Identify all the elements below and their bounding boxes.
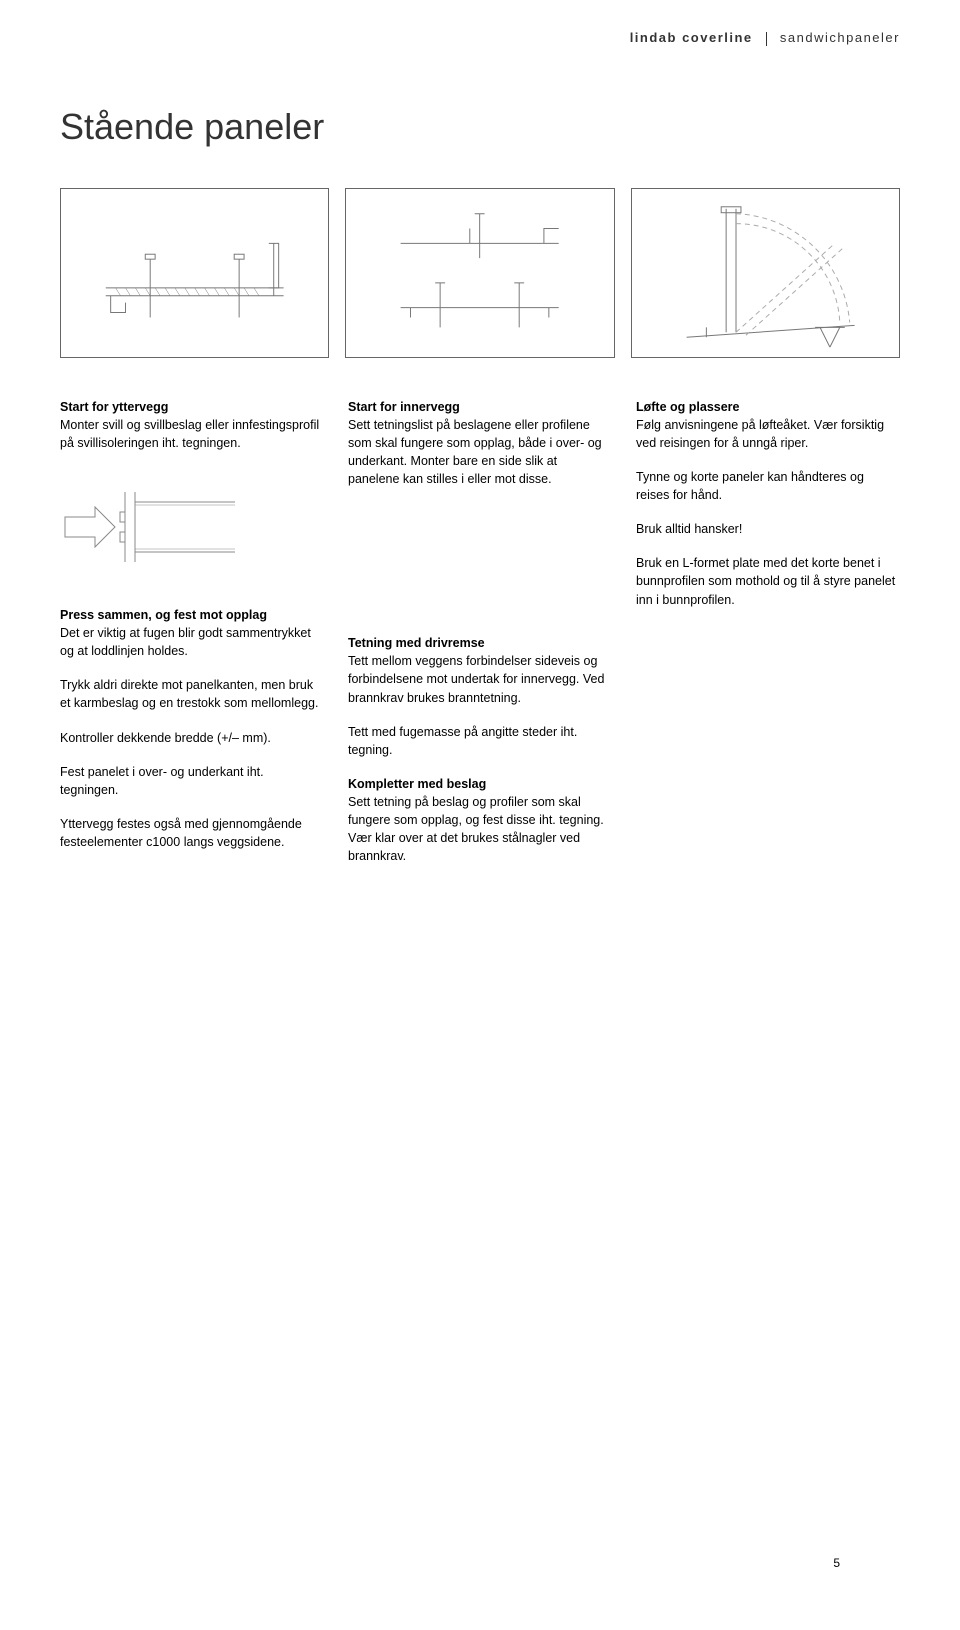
col3-text-3: Bruk alltid hansker! <box>636 520 900 538</box>
column-1: Start for yttervegg Monter svill og svil… <box>60 398 324 882</box>
col2-heading-2: Tetning med drivremse <box>348 636 485 650</box>
col1-section-2: Press sammen, og fest mot opplag Det er … <box>60 606 324 660</box>
col1-text-1: Monter svill og svillbeslag eller innfes… <box>60 418 319 450</box>
diagram-press-joint <box>60 472 324 582</box>
column-3: Løfte og plassere Følg anvisningene på l… <box>636 398 900 882</box>
col2-heading-3: Kompletter med beslag <box>348 777 486 791</box>
col2-section-3: Kompletter med beslag Sett tetning på be… <box>348 775 612 866</box>
diagram-lift-place <box>631 188 900 358</box>
page-number: 5 <box>833 1556 840 1570</box>
col2-text-3: Tett med fugemasse på angitte steder iht… <box>348 723 612 759</box>
col1-text-5: Fest panelet i over- og underkant iht. t… <box>60 763 324 799</box>
header-brand-right: sandwichpaneler <box>780 30 900 45</box>
text-columns: Start for yttervegg Monter svill og svil… <box>60 398 900 882</box>
page-title: Stående paneler <box>60 106 900 148</box>
col2-heading-1: Start for innervegg <box>348 400 460 414</box>
diagram-row <box>60 188 900 358</box>
diagram-outer-wall <box>60 188 329 358</box>
col3-text-1: Følg anvisningene på løfteåket. Vær fors… <box>636 418 884 450</box>
col1-heading-1: Start for yttervegg <box>60 400 168 414</box>
col3-heading-1: Løfte og plassere <box>636 400 740 414</box>
header-divider <box>766 32 767 46</box>
col1-text-3: Trykk aldri direkte mot panelkanten, men… <box>60 676 324 712</box>
col2-spacer <box>348 504 612 634</box>
col2-section-1: Start for innervegg Sett tetningslist på… <box>348 398 612 489</box>
col2-text-1: Sett tetningslist på beslagene eller pro… <box>348 418 602 486</box>
col1-section-1: Start for yttervegg Monter svill og svil… <box>60 398 324 452</box>
column-2: Start for innervegg Sett tetningslist på… <box>348 398 612 882</box>
col3-section-1: Løfte og plassere Følg anvisningene på l… <box>636 398 900 452</box>
header-brand-left: lindab coverline <box>630 30 753 45</box>
diagram-inner-wall <box>345 188 614 358</box>
col1-text-6: Yttervegg festes også med gjennomgående … <box>60 815 324 851</box>
col2-text-4: Sett tetning på beslag og profiler som s… <box>348 795 604 863</box>
col2-section-2: Tetning med drivremse Tett mellom veggen… <box>348 634 612 707</box>
col1-heading-2: Press sammen, og fest mot opplag <box>60 608 267 622</box>
col1-text-2: Det er viktig at fugen blir godt samment… <box>60 626 311 658</box>
col2-text-2: Tett mellom veggens forbindelser sidevei… <box>348 654 604 704</box>
page-header: lindab coverline sandwichpaneler <box>60 30 900 46</box>
col3-text-2: Tynne og korte paneler kan håndteres og … <box>636 468 900 504</box>
col1-text-4: Kontroller dekkende bredde (+/– mm). <box>60 729 324 747</box>
col3-text-4: Bruk en L-formet plate med det korte ben… <box>636 554 900 608</box>
